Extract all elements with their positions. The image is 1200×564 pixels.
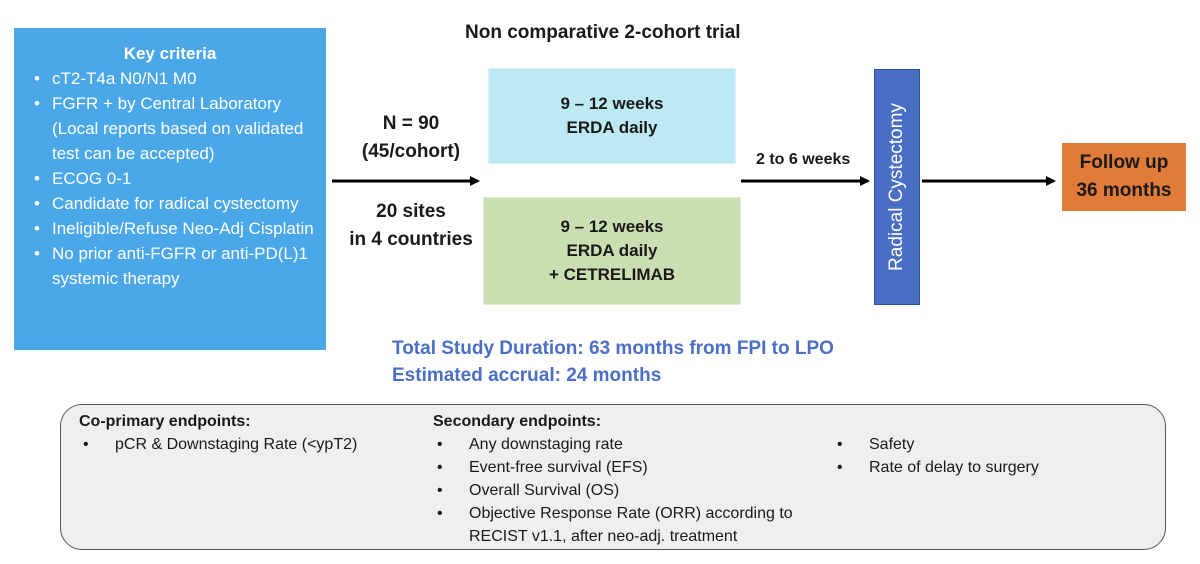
enrollment-count: N = 90 (45/cohort) <box>336 110 486 166</box>
co-primary-list: pCR & Downstaging Rate (<ypT2) <box>79 433 409 456</box>
other-endpoints: Safety Rate of delay to surgery <box>833 433 1133 479</box>
endpoint-item: Safety <box>833 433 1133 456</box>
secondary-title: Secondary endpoints: <box>433 413 602 430</box>
endpoint-item: Rate of delay to surgery <box>833 456 1133 479</box>
endpoints-box: Co-primary endpoints: pCR & Downstaging … <box>60 404 1166 550</box>
radical-cystectomy-label: Radical Cystectomy <box>886 103 907 271</box>
arm-treatment: ERDA daily <box>566 241 658 260</box>
arm-treatment: ERDA daily <box>566 118 658 137</box>
criteria-item: Ineligible/Refuse Neo-Adj Cisplatin <box>24 216 316 241</box>
key-criteria-title: Key criteria <box>123 44 217 63</box>
arm-duration: 9 – 12 weeks <box>560 94 664 113</box>
endpoint-item: Event-free survival (EFS) <box>433 456 803 479</box>
enrollment-per-cohort: (45/cohort) <box>361 141 461 162</box>
secondary-endpoints: Secondary endpoints: Any downstaging rat… <box>433 413 803 548</box>
radical-cystectomy-box: Radical Cystectomy <box>874 69 920 305</box>
arm-combination: + CETRELIMAB <box>548 265 676 284</box>
enrollment-sites: 20 sites in 4 countries <box>336 198 486 254</box>
follow-up-label: Follow up <box>1079 152 1169 173</box>
co-primary-endpoints: Co-primary endpoints: pCR & Downstaging … <box>79 413 409 456</box>
key-criteria-panel: Key criteria cT2-T4a N0/N1 M0 FGFR + by … <box>14 28 326 350</box>
sites-count: 20 sites <box>376 201 446 222</box>
criteria-item: FGFR + by Central Laboratory (Local repo… <box>24 91 316 166</box>
endpoint-item: Overall Survival (OS) <box>433 479 803 502</box>
criteria-item: No prior anti-FGFR or anti-PD(L)1 system… <box>24 241 316 291</box>
endpoint-item: Any downstaging rate <box>433 433 803 456</box>
arm-duration: 9 – 12 weeks <box>560 217 664 236</box>
total-study-duration: Total Study Duration: 63 months from FPI… <box>392 338 834 359</box>
arm-erda-box: 9 – 12 weeks ERDA daily <box>488 68 736 164</box>
key-criteria-list: cT2-T4a N0/N1 M0 FGFR + by Central Labor… <box>24 66 316 291</box>
estimated-accrual: Estimated accrual: 24 months <box>392 365 662 386</box>
arm-erda-cetrelimab-box: 9 – 12 weeks ERDA daily + CETRELIMAB <box>483 197 741 305</box>
criteria-item: Candidate for radical cystectomy <box>24 191 316 216</box>
interval-label: 2 to 6 weeks <box>756 151 851 168</box>
criteria-item: cT2-T4a N0/N1 M0 <box>24 66 316 91</box>
criteria-item: ECOG 0-1 <box>24 166 316 191</box>
endpoint-item: Objective Response Rate (ORR) according … <box>433 502 803 548</box>
follow-up-duration: 36 months <box>1076 180 1172 201</box>
co-primary-title: Co-primary endpoints: <box>79 413 251 430</box>
enrollment-n: N = 90 <box>382 113 440 134</box>
trial-title: Non comparative 2-cohort trial <box>465 22 741 43</box>
secondary-list: Any downstaging rate Event-free survival… <box>433 433 803 548</box>
endpoint-item: pCR & Downstaging Rate (<ypT2) <box>79 433 409 456</box>
follow-up-box: Follow up 36 months <box>1062 143 1186 211</box>
sites-countries: in 4 countries <box>349 229 473 250</box>
other-endpoints-list: Safety Rate of delay to surgery <box>833 433 1133 479</box>
